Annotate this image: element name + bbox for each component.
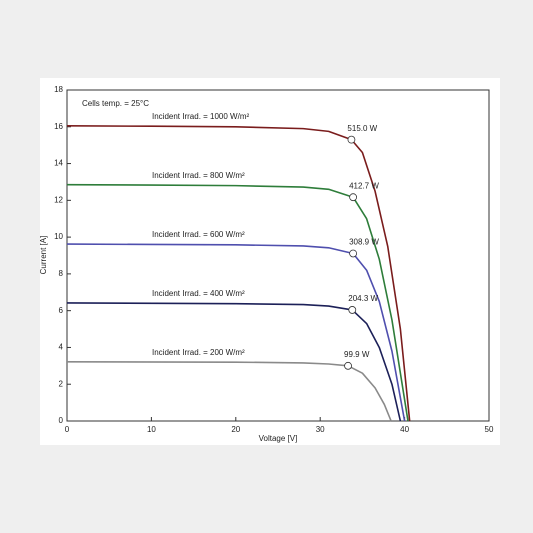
iv-curve	[66, 243, 406, 422]
mpp-label: 308.9 W	[349, 238, 379, 247]
plot-frame	[66, 89, 490, 422]
y-tick-label: 18	[54, 85, 63, 94]
mpp-marker	[348, 306, 357, 314]
x-tick-label: 50	[485, 425, 494, 434]
y-tick-label: 4	[59, 343, 64, 352]
mpp-label: 412.7 W	[349, 181, 379, 190]
series-label: Incident Irrad. = 600 W/m²	[152, 230, 245, 239]
y-tick-label: 8	[59, 269, 64, 278]
y-tick-label: 6	[59, 306, 64, 315]
series-label: Incident Irrad. = 800 W/m²	[152, 171, 245, 180]
x-tick-label: 30	[316, 425, 325, 434]
mpp-label: 204.3 W	[348, 294, 378, 303]
y-tick-label: 10	[54, 232, 63, 241]
x-tick-label: 20	[231, 425, 240, 434]
x-tick-label: 40	[400, 425, 409, 434]
x-tick-label: 0	[65, 425, 70, 434]
y-tick-label: 14	[54, 159, 63, 168]
mpp-marker	[344, 361, 352, 370]
mpp-label: 515.0 W	[347, 124, 377, 133]
mpp-marker	[349, 249, 358, 258]
iv-curve	[66, 183, 409, 422]
y-tick-label: 12	[54, 195, 63, 204]
y-tick-label: 2	[59, 379, 64, 388]
mpp-label: 99.9 W	[344, 350, 370, 359]
series-label: Incident Irrad. = 200 W/m²	[152, 348, 245, 357]
x-axis-title: Voltage [V]	[259, 434, 298, 443]
panel	[40, 78, 500, 445]
mpp-marker	[347, 135, 356, 144]
mpp-marker	[349, 193, 358, 202]
x-tick-label: 10	[147, 425, 156, 434]
y-tick-label: 16	[54, 122, 63, 131]
series-label: Incident Irrad. = 1000 W/m²	[152, 112, 249, 121]
annotation: Cells temp. = 25°C	[82, 99, 149, 108]
series-label: Incident Irrad. = 400 W/m²	[152, 289, 245, 298]
y-axis-title: Current [A]	[39, 236, 48, 275]
y-tick-label: 0	[59, 416, 64, 425]
